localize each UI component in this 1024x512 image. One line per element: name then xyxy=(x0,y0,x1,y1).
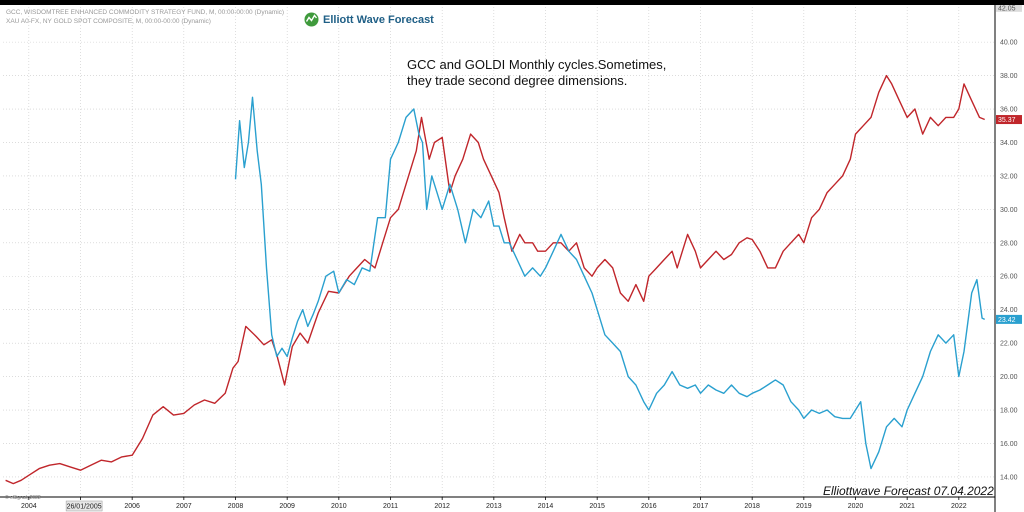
x-tick-label: 2006 xyxy=(124,503,140,510)
y-tick-label: 28.00 xyxy=(1000,240,1018,247)
y-tick-label: 36.00 xyxy=(1000,107,1018,114)
annotation-line-1: GCC and GOLDI Monthly cycles.Sometimes, xyxy=(407,57,667,72)
x-tick-label: 2008 xyxy=(228,503,244,510)
series-line-gcc xyxy=(5,74,985,485)
y-tick-label: 14.00 xyxy=(1000,474,1018,481)
x-tick-label: 2019 xyxy=(796,503,812,510)
footer-brand: Elliottwave Forecast 07.04.2022 xyxy=(823,484,994,498)
x-tick-label: 2010 xyxy=(331,503,347,510)
x-tick-label: 2017 xyxy=(693,503,709,510)
y-tick-label: 22.00 xyxy=(1000,341,1018,348)
x-tick-label: 2009 xyxy=(279,503,295,510)
elliott-wave-logo: Elliott Wave Forecast xyxy=(304,12,434,27)
x-tick-label: 2012 xyxy=(434,503,450,510)
x-tick-label: 2020 xyxy=(848,503,864,510)
last-value-label-gcc: 35.37 xyxy=(998,117,1016,124)
logo-text: Elliott Wave Forecast xyxy=(323,13,434,26)
cursor-date-box xyxy=(65,500,103,512)
last-value-label-gold: 23.42 xyxy=(998,317,1016,324)
x-tick-label: 2014 xyxy=(538,503,554,510)
x-tick-label: 2022 xyxy=(951,503,967,510)
last-value-tag-gcc xyxy=(996,115,1022,125)
chart-annotation: GCC and GOLDI Monthly cycles.Sometimes, … xyxy=(407,57,666,89)
y-tick-label: 34.00 xyxy=(1000,140,1018,147)
y-tick-label: 40.00 xyxy=(1000,40,1018,47)
x-tick-label: 2018 xyxy=(744,503,760,510)
copyright-text: © eSignal, 2022 xyxy=(5,495,41,501)
y-tick-label: 20.00 xyxy=(1000,374,1018,381)
x-tick-label: 2007 xyxy=(176,503,192,510)
y-tick-label: 24.00 xyxy=(1000,307,1018,314)
annotation-line-2: they trade second degree dimensions. xyxy=(407,73,628,88)
top-value-label: 42.05 xyxy=(998,5,1016,12)
cursor-date-label: 26/01/2005 xyxy=(67,504,102,511)
top-value-tag xyxy=(996,5,1022,12)
y-tick-label: 30.00 xyxy=(1000,207,1018,214)
x-tick-label: 2013 xyxy=(486,503,502,510)
chart-canvas[interactable]: 14.00 16.00 18.00 20.00 22.00 24.00 26.00 28.00… xyxy=(0,5,1024,512)
gold-series-header: XAU A0-FX, NY GOLD SPOT COMPOSITE, M, 00… xyxy=(6,18,211,25)
y-tick-label: 26.00 xyxy=(1000,274,1018,281)
chart-panel: 14.00 16.00 18.00 20.00 22.00 24.00 26.00 28.00… xyxy=(0,5,1024,512)
gcc-series-header: GCC, WISDOMTREE ENHANCED COMMODITY STRAT… xyxy=(6,9,285,16)
x-tick-label: 2021 xyxy=(899,503,915,510)
x-tick-label: 2015 xyxy=(589,503,605,510)
last-value-tag-gold xyxy=(996,314,1022,324)
y-tick-label: 16.00 xyxy=(1000,441,1018,448)
y-tick-label: 32.00 xyxy=(1000,173,1018,180)
series-line-gold xyxy=(234,96,986,470)
x-tick-label: 2004 xyxy=(21,503,37,510)
x-tick-label: 2016 xyxy=(641,503,657,510)
x-tick-label: 2011 xyxy=(383,503,398,510)
y-tick-label: 18.00 xyxy=(1000,408,1018,415)
y-tick-label: 38.00 xyxy=(1000,73,1018,80)
wave-logo-icon xyxy=(304,12,319,27)
